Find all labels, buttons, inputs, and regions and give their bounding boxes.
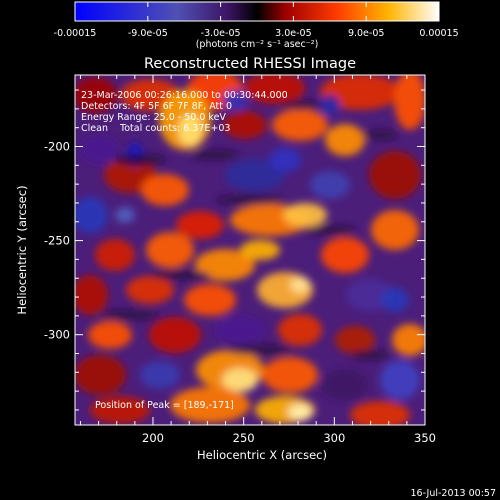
heatmap-feature — [184, 284, 236, 316]
heatmap-feature — [288, 404, 312, 420]
heatmap-feature — [75, 197, 108, 233]
heatmap-feature — [170, 387, 250, 423]
colorbar: -0.00015 -9.0e-05 -3.0e-05 3.0e-05 9.0e-05 0.… — [54, 1, 459, 50]
heatmap-feature — [350, 401, 410, 425]
colorbar-tick-label: -3.0e-05 — [201, 28, 241, 39]
plot-area: 200 250 300 350 -200 -250 -300 23-Mar-2006 00:… — [44, 74, 436, 445]
heatmap-feature — [90, 396, 150, 424]
heatmap-gap — [362, 130, 398, 140]
colorbar-tick-label: 3.0e-05 — [275, 28, 311, 39]
heatmap-feature — [126, 276, 174, 304]
colorbar-tick-label: -9.0e-05 — [128, 28, 168, 39]
heatmap-feature — [290, 277, 310, 293]
heatmap-feature — [272, 109, 328, 141]
heatmap-feature — [176, 211, 224, 239]
heatmap-feature — [88, 321, 132, 349]
colorbar-tick-label: 0.00015 — [419, 28, 458, 39]
heatmap-feature — [369, 151, 421, 199]
heatmap-feature — [141, 174, 189, 206]
heatmap-gap — [191, 150, 239, 160]
heatmap-feature — [380, 360, 420, 400]
colorbar-unit-label: (photons cm⁻² s⁻¹ asec⁻²) — [196, 39, 319, 50]
plot-frame — [74, 74, 426, 426]
heatmap-feature — [278, 314, 322, 346]
heatmap-gap — [100, 310, 160, 320]
heatmap-feature — [245, 75, 305, 104]
heatmap-gap — [216, 195, 284, 205]
info-detectors: Detectors: 4F 5F 6F 7F 8F, Att 0 — [81, 101, 232, 112]
colorbar-tick-label: 9.0e-05 — [348, 28, 384, 39]
axis-ticks: 200 250 300 350 -200 -250 -300 — [44, 75, 436, 445]
heatmap-feature — [269, 148, 301, 172]
heatmap-feature — [325, 124, 365, 156]
peak-position-label: Position of Peak = [189,-171] — [95, 400, 234, 411]
x-tick-label: 300 — [323, 431, 345, 445]
heatmap-feature — [321, 369, 369, 401]
heatmap-feature — [392, 324, 425, 356]
info-time-range: 23-Mar-2006 00:26:16.000 to 00:30:44.000 — [81, 90, 288, 101]
heatmap-feature — [381, 288, 409, 312]
heatmap-feature — [262, 357, 318, 393]
heatmap-feature — [223, 90, 247, 110]
heatmap-feature — [115, 207, 135, 223]
heatmap-feature — [195, 249, 255, 281]
heatmap-feature — [310, 171, 350, 199]
heatmap-feature — [321, 237, 369, 273]
heatmap-feature — [320, 75, 400, 110]
heatmap-feature — [222, 368, 258, 392]
colorbar-ticks: -0.00015 -9.0e-05 -3.0e-05 3.0e-05 9.0e-05 0.… — [54, 2, 459, 39]
x-axis-label: Heliocentric X (arcsec) — [197, 448, 327, 462]
heatmap-feature — [223, 111, 267, 139]
footer-timestamp: 16-Jul-2013 00:57 — [410, 488, 496, 499]
heatmap-feature — [75, 275, 108, 315]
colorbar-frame — [74, 1, 440, 22]
heatmap-feature — [371, 210, 419, 250]
heatmap-feature — [394, 75, 425, 130]
y-axis-label: Heliocentric Y (arcsec) — [15, 185, 29, 314]
observation-info: 23-Mar-2006 00:26:16.000 to 00:30:44.000… — [81, 90, 288, 134]
colorbar-gradient — [75, 2, 439, 21]
heatmap-feature — [75, 77, 117, 113]
heatmap-feature — [225, 159, 285, 191]
colorbar-tick-label: -0.00015 — [54, 28, 97, 39]
y-tick-label: -200 — [44, 140, 70, 154]
heatmap-image — [75, 75, 425, 425]
heatmap-gap — [114, 154, 166, 166]
heatmap-feature — [216, 316, 264, 344]
heatmap-gap — [280, 100, 320, 110]
heatmap-feature — [146, 232, 194, 268]
info-energy-range: Energy Range: 25.0 - 50.0 keV — [81, 112, 226, 123]
y-tick-label: -250 — [44, 234, 70, 248]
x-tick-label: 250 — [233, 431, 255, 445]
heatmap-feature — [283, 203, 327, 227]
heatmap-feature — [320, 95, 340, 115]
heatmap-gap — [350, 350, 390, 360]
heatmap-feature — [75, 355, 126, 395]
heatmap-feature — [178, 114, 202, 146]
info-counts: Clean Total counts: 6.37E+03 — [81, 123, 230, 134]
heatmap-gap — [304, 225, 356, 235]
x-tick-label: 350 — [414, 431, 436, 445]
x-tick-label: 200 — [142, 431, 164, 445]
heatmap-feature — [335, 326, 375, 354]
y-tick-label: -300 — [44, 328, 70, 342]
heatmap-gap — [226, 345, 294, 355]
heatmap-feature — [140, 361, 180, 389]
heatmap-gap — [150, 270, 210, 280]
chart-title: Reconstructed RHESSI Image — [144, 56, 356, 72]
heatmap-feature — [149, 317, 201, 353]
heatmap-feature — [240, 240, 280, 260]
heatmap-feature — [95, 239, 135, 271]
heatmap-feature — [80, 136, 120, 164]
